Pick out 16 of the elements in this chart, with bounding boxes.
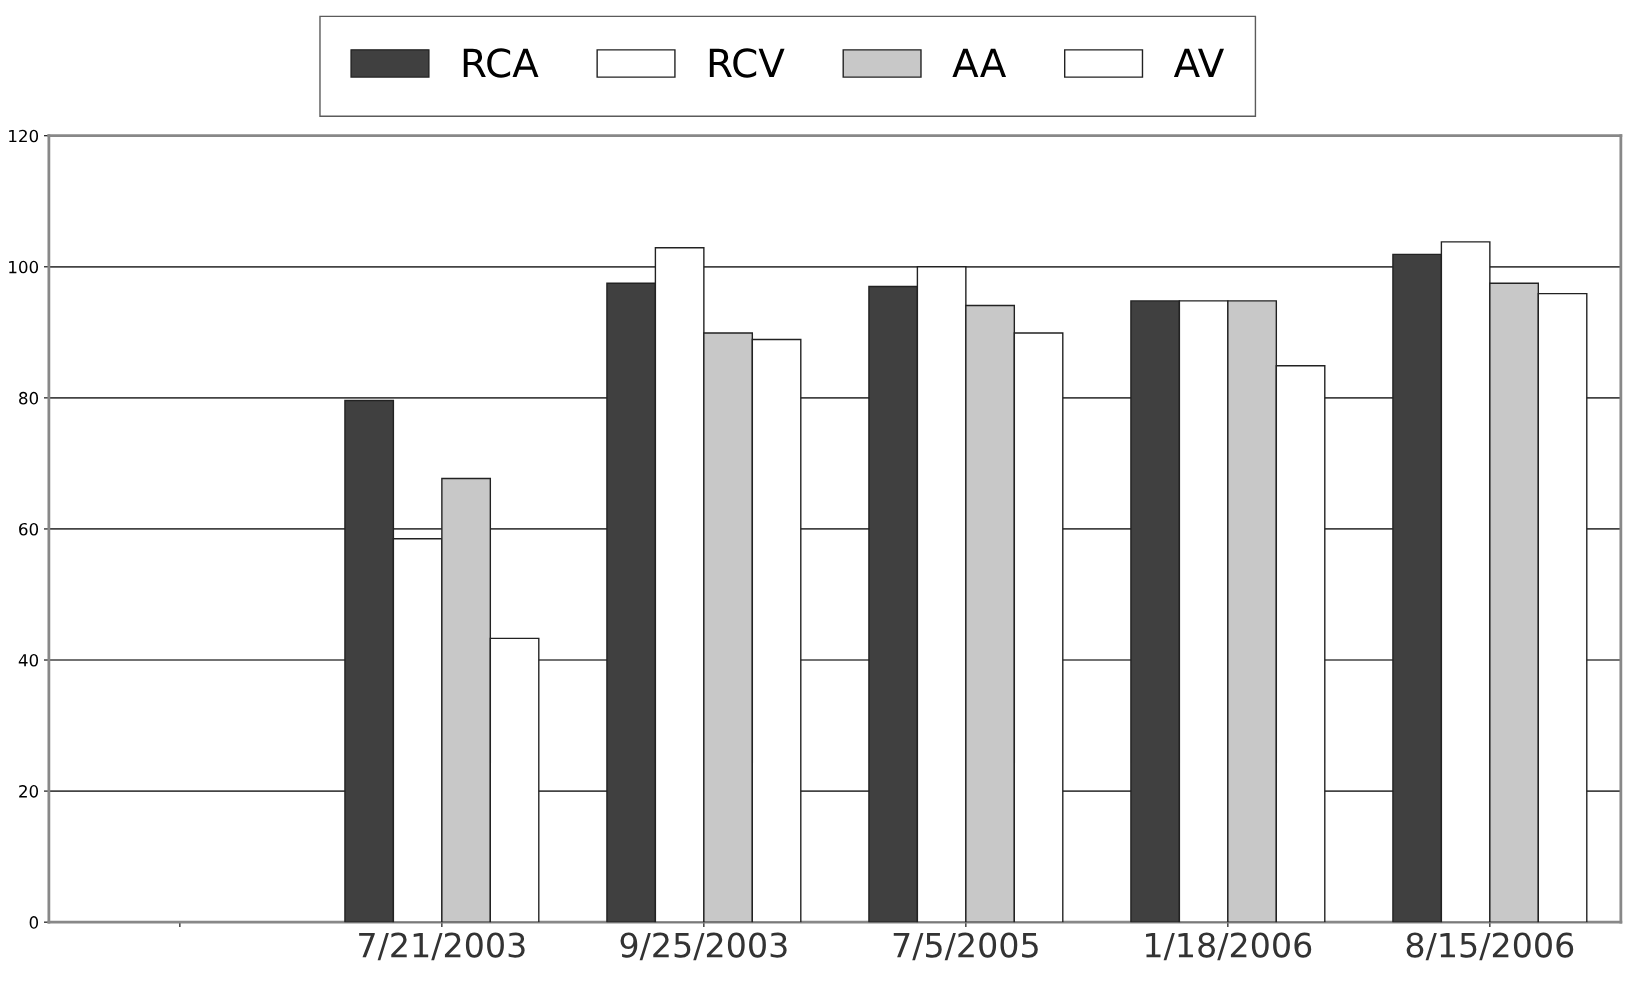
legend-label: RCV [709, 48, 785, 78]
y-tick-label: 100 [9, 260, 39, 274]
x-tick-label: 1/18/2006 [1146, 932, 1312, 961]
x-tick-label: 7/21/2003 [359, 932, 525, 961]
y-tick-label: 60 [19, 522, 39, 536]
y-tick-label: 40 [18, 653, 39, 667]
x-tick-label: 9/25/2003 [620, 932, 787, 961]
legend-label: RCA [463, 48, 539, 78]
x-tick-label: 8/15/2006 [1406, 932, 1574, 961]
y-tick-label: 20 [19, 785, 39, 798]
y-tick-label: 120 [9, 129, 39, 143]
y-tick-label: 0 [29, 916, 39, 929]
y-tick-label: 80 [19, 391, 39, 405]
x-tick-label: 7/5/2005 [893, 932, 1038, 961]
legend-label: AV [1173, 48, 1224, 78]
legend-label: AA [952, 48, 1007, 78]
